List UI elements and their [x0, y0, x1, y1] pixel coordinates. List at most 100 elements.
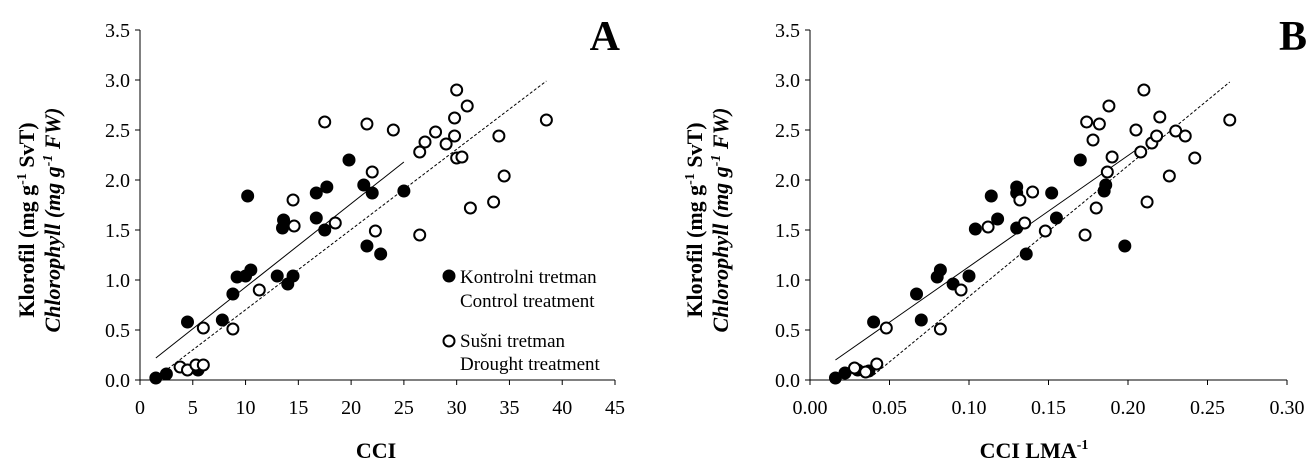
svg-text:Klorofil (mg g-1 SvT): Klorofil (mg g-1 SvT) [682, 122, 707, 317]
panel-a-ylabel-line1: Klorofil (mg g [14, 185, 39, 318]
panel-a-x-tick-label: 40 [552, 397, 572, 419]
panel-a-drought-point [413, 228, 427, 242]
panel-b-drought-trend-line [873, 81, 1231, 376]
panel-b-y-axis-title: Klorofil (mg g-1 SvT) Chlorophyll (mg g-… [682, 108, 733, 333]
panel-a-x-tick-label: 20 [341, 397, 361, 419]
legend-filled-marker [442, 269, 456, 283]
panel-b-drought-point [981, 220, 995, 234]
panel-a-x-tick-label: 0 [135, 397, 145, 419]
panel-b-drought-point [1018, 216, 1032, 230]
panel-b-label: B [1279, 14, 1307, 60]
panel-a-y-tick-label: 2.5 [105, 120, 130, 142]
panel-b-x-tick-label: 0.05 [872, 397, 907, 419]
panel-b-drought-point [1137, 83, 1151, 97]
panel-a-legend: Kontrolni tretman Control treatment Sušn… [442, 267, 601, 375]
panel-b-drought-point [1080, 115, 1094, 129]
panel-a-x-tick-label: 45 [605, 397, 625, 419]
panel-b-drought-point [1178, 129, 1192, 143]
svg-text:Chlorophyll (mg g-1 FW): Chlorophyll (mg g-1 FW) [708, 108, 733, 333]
panel-a-ylabel-line2: Chlorophyll (mg g [40, 166, 65, 332]
panel-b-drought-point [1078, 228, 1092, 242]
panel-a-control-point [241, 189, 255, 203]
panel-b-y-tick-label: 3.0 [775, 70, 800, 92]
panel-b-control-point [984, 189, 998, 203]
panel-b-y-tick-label: 0.0 [775, 370, 800, 392]
panel-b-control-point [914, 313, 928, 327]
panel-a-control-point [226, 287, 240, 301]
panel-a-control-point [318, 223, 332, 237]
panel-a-drought-point [286, 193, 300, 207]
panel-b-drought-point [1153, 110, 1167, 124]
panel-b-drought-point [870, 357, 884, 371]
panel-b-x-tick-label: 0.15 [1031, 397, 1066, 419]
panel-a-x-axis-title: CCI [356, 438, 396, 463]
panel-b-control-point [1049, 211, 1063, 225]
panel-b-drought-point [1026, 185, 1040, 199]
panel-a-control-point [320, 180, 334, 194]
panel-b-drought-point [1102, 99, 1116, 113]
panel-a-drought-point [365, 165, 379, 179]
panel-a-drought-point [328, 216, 342, 230]
panel-a-drought-point [368, 224, 382, 238]
panel-b-drought-point [1100, 165, 1114, 179]
legend-drought-label-1: Sušni tretman [460, 331, 566, 352]
panel-a-x-tick-label: 25 [394, 397, 414, 419]
panel-a-control-point [365, 186, 379, 200]
panel-b-control-point [1045, 186, 1059, 200]
panel-b-drought-point [848, 361, 862, 375]
panel-b-drought-point [1150, 129, 1164, 143]
panel-a-control-point [159, 367, 173, 381]
panel-b-control-point [962, 269, 976, 283]
panel-a-x-tick-label: 30 [447, 397, 467, 419]
panel-b-drought-point [1140, 195, 1154, 209]
panel-b-control-point [910, 287, 924, 301]
svg-text:Chlorophyll (mg g-1 FW): Chlorophyll (mg g-1 FW) [40, 108, 65, 333]
panel-a-control-point [342, 153, 356, 167]
panel-a-drought-point [418, 135, 432, 149]
panel-b-y-tick-label: 3.5 [775, 20, 800, 42]
panel-a-y-tick-label: 0.5 [105, 320, 130, 342]
panel-a-drought-point [497, 169, 511, 183]
panel-a-drought-point [487, 195, 501, 209]
panel-b-drought-point [859, 365, 873, 379]
panel-a-control-point [277, 213, 291, 227]
panel-b-drought-point [1105, 150, 1119, 164]
panel-b-drought-point [954, 283, 968, 297]
panel-a-x-tick-label: 5 [188, 397, 198, 419]
panel-b-y-tick-label: 1.5 [775, 220, 800, 242]
panel-b: B Klorofil (mg g-1 SvT) Chlorophyll (mg … [682, 14, 1307, 463]
panel-a-drought-point [448, 129, 462, 143]
panel-b-x-tick-label: 0.10 [952, 397, 987, 419]
panel-a-drought-point [450, 83, 464, 97]
panel-a-control-point [309, 211, 323, 225]
panel-a-x-tick-label: 15 [288, 397, 308, 419]
panel-a-control-point [149, 371, 163, 385]
panel-a-drought-point [429, 125, 443, 139]
panel-b-drought-point [1086, 133, 1100, 147]
panel-b-drought-point [1223, 113, 1237, 127]
panel-b-drought-point [1134, 145, 1148, 159]
panel-a-x-tick-label: 10 [236, 397, 256, 419]
panel-a-control-point [374, 247, 388, 261]
panel-a-y-tick-label: 1.5 [105, 220, 130, 242]
panel-b-control-point [968, 222, 982, 236]
panel-b-control-point [1118, 239, 1132, 253]
panel-a-label: A [590, 14, 621, 60]
panel-a-control-point [397, 184, 411, 198]
panel-a-drought-point [460, 99, 474, 113]
panel-b-drought-point [1013, 193, 1027, 207]
panel-a-drought-point [287, 219, 301, 233]
panel-a-drought-point [196, 321, 210, 335]
panel-b-y-tick-label: 2.5 [775, 120, 800, 142]
panel-b-drought-point [1162, 169, 1176, 183]
panel-b-x-axis-title: CCI LMA-1 [980, 438, 1089, 463]
panel-a-control-point [309, 186, 323, 200]
panel-a-drought-point [226, 322, 240, 336]
panel-b-x-tick-label: 0.20 [1111, 397, 1146, 419]
panel-a-control-trend-line [155, 161, 405, 359]
panel-a-control-point [360, 239, 374, 253]
panel-a-drought-point [455, 150, 469, 164]
panel-b-x-tick-label: 0.30 [1270, 397, 1305, 419]
panel-b-drought-point [933, 322, 947, 336]
panel-b-drought-point [879, 321, 893, 335]
